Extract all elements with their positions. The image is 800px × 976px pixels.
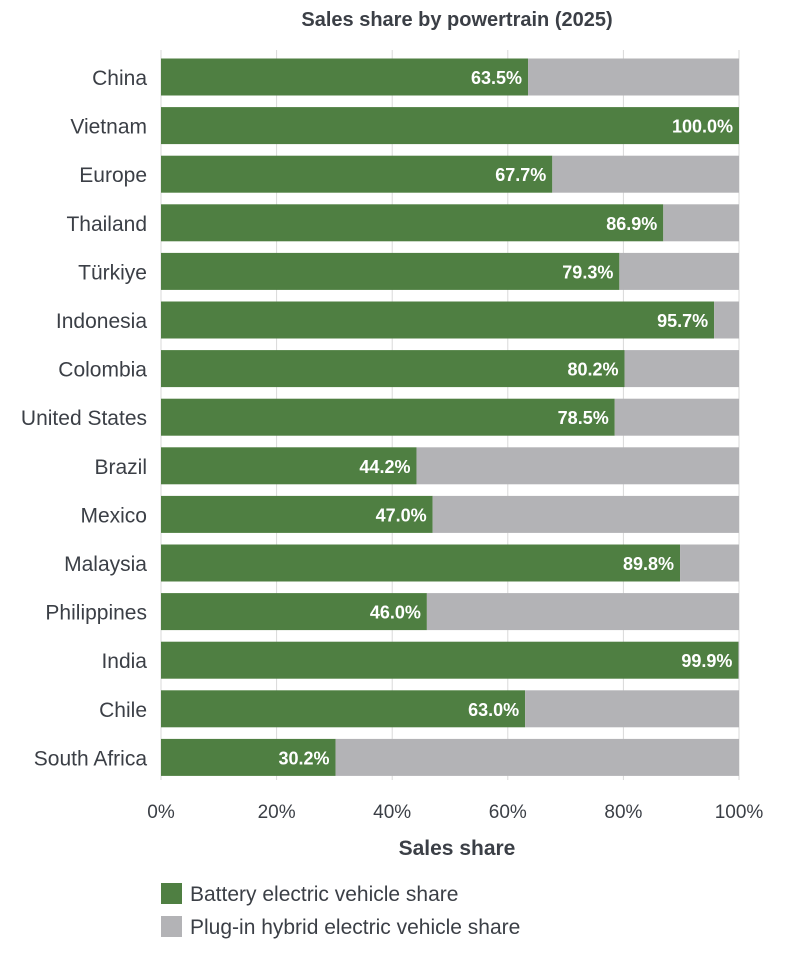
bar-phev xyxy=(432,495,739,533)
bar-phev xyxy=(426,593,739,631)
x-tick-label: 0% xyxy=(147,802,175,823)
category-label: Europe xyxy=(79,164,147,187)
category-label: Malaysia xyxy=(64,553,147,576)
category-label: India xyxy=(101,650,147,673)
bar-phev xyxy=(614,398,739,436)
category-label: South Africa xyxy=(34,747,148,770)
bar-bev xyxy=(161,447,417,485)
legend-label: Plug-in hybrid electric vehicle share xyxy=(190,916,520,939)
data-label: 100.0% xyxy=(672,117,733,137)
x-tick-label: 100% xyxy=(715,802,764,823)
data-label: 63.0% xyxy=(468,700,519,720)
category-label: Türkiye xyxy=(78,261,147,284)
chart-title: Sales share by powertrain (2025) xyxy=(301,9,612,31)
data-label: 44.2% xyxy=(359,457,410,477)
data-label: 78.5% xyxy=(558,408,609,428)
bar-bev xyxy=(161,204,664,242)
bar-phev xyxy=(552,155,739,193)
data-label: 30.2% xyxy=(279,748,330,768)
data-label: 86.9% xyxy=(606,214,657,234)
bar-bev xyxy=(161,301,715,339)
category-label: United States xyxy=(21,407,147,430)
bar-bev xyxy=(161,593,427,631)
bar-phev xyxy=(738,641,739,679)
bar-phev xyxy=(714,301,739,339)
legend: Battery electric vehicle share Plug-in hy… xyxy=(161,883,520,939)
bar-bev xyxy=(161,398,615,436)
bars: 63.5% 100.0% 67.7% 86.9% 79.3% 95.7% 80.2% 78.5… xyxy=(161,58,739,776)
category-label: Philippines xyxy=(45,602,147,625)
bar-bev xyxy=(161,495,433,533)
bar-bev xyxy=(161,544,681,582)
data-label: 46.0% xyxy=(370,603,421,623)
category-label: Colombia xyxy=(58,359,147,382)
bar-bev xyxy=(161,107,739,145)
category-label: China xyxy=(92,67,147,90)
x-axis-ticks: 0% 20% 40% 60% 80% 100% xyxy=(147,802,763,823)
x-tick-label: 60% xyxy=(489,802,527,823)
category-label: Mexico xyxy=(80,504,147,527)
bar-phev xyxy=(624,350,739,388)
data-label: 63.5% xyxy=(471,68,522,88)
bar-phev xyxy=(335,738,739,776)
bar-phev xyxy=(416,447,739,485)
category-label: Indonesia xyxy=(56,310,147,333)
legend-swatch xyxy=(161,883,182,904)
data-label: 80.2% xyxy=(568,360,619,380)
bar-bev xyxy=(161,252,620,290)
legend-swatch xyxy=(161,916,182,937)
category-label: Vietnam xyxy=(70,116,147,139)
bar-phev xyxy=(680,544,739,582)
data-label: 79.3% xyxy=(562,262,613,282)
data-label: 89.8% xyxy=(623,554,674,574)
data-label: 47.0% xyxy=(376,505,427,525)
bar-phev xyxy=(619,252,739,290)
bar-phev xyxy=(525,690,739,728)
category-label: Thailand xyxy=(66,213,147,236)
bar-bev xyxy=(161,690,526,728)
x-tick-label: 40% xyxy=(373,802,411,823)
category-labels: China Vietnam Europe Thailand Türkiye Indones… xyxy=(21,67,147,770)
bar-phev xyxy=(663,204,739,242)
bar-bev xyxy=(161,641,739,679)
bar-phev xyxy=(528,58,739,96)
legend-label: Battery electric vehicle share xyxy=(190,883,458,906)
bar-bev xyxy=(161,350,625,388)
category-label: Brazil xyxy=(94,456,147,479)
x-axis-label: Sales share xyxy=(399,837,516,860)
data-label: 67.7% xyxy=(495,165,546,185)
data-label: 99.9% xyxy=(681,651,732,671)
bar-bev xyxy=(161,738,336,776)
x-tick-label: 20% xyxy=(258,802,296,823)
bar-bev xyxy=(161,155,553,193)
x-tick-label: 80% xyxy=(604,802,642,823)
data-label: 95.7% xyxy=(657,311,708,331)
bar-bev xyxy=(161,58,529,96)
category-label: Chile xyxy=(99,699,147,722)
